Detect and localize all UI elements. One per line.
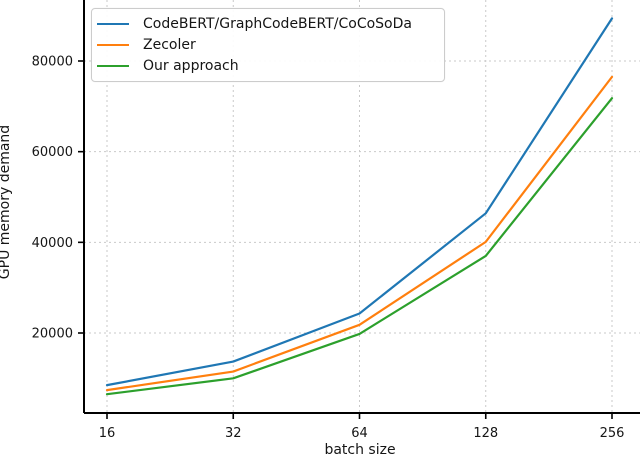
legend-label: CodeBERT/GraphCodeBERT/CoCoSoDa xyxy=(143,16,412,32)
y-tick-label: 40000 xyxy=(32,236,73,251)
x-tick-label: 128 xyxy=(473,426,498,441)
series-lines xyxy=(105,17,614,396)
x-axis-label: batch size xyxy=(324,442,396,458)
legend-item: Our approach xyxy=(97,56,436,76)
legend-line-codebert-icon xyxy=(97,23,129,25)
legend-line-our-approach-icon xyxy=(97,65,129,67)
series-line xyxy=(105,17,614,387)
legend-item: CodeBERT/GraphCodeBERT/CoCoSoDa xyxy=(97,14,436,34)
axes-spines xyxy=(83,0,640,414)
tick-marks: 20000 40000 60000 80000 16 32 64 128 256 xyxy=(32,55,625,442)
y-tick-label: 20000 xyxy=(32,327,73,342)
x-tick-label: 32 xyxy=(225,426,242,441)
legend-line-zecoler-icon xyxy=(97,44,129,46)
legend-label: Our approach xyxy=(143,58,239,74)
series-line xyxy=(105,97,614,396)
gridlines xyxy=(84,0,640,413)
x-tick-label: 64 xyxy=(351,426,368,441)
series-line xyxy=(105,75,614,392)
x-tick-label: 16 xyxy=(99,426,116,441)
y-tick-label: 60000 xyxy=(32,145,73,160)
legend-label: Zecoler xyxy=(143,37,196,53)
y-tick-label: 80000 xyxy=(32,55,73,70)
legend: CodeBERT/GraphCodeBERT/CoCoSoDa Zecoler … xyxy=(91,8,445,82)
legend-item: Zecoler xyxy=(97,35,436,55)
x-tick-label: 256 xyxy=(600,426,625,441)
